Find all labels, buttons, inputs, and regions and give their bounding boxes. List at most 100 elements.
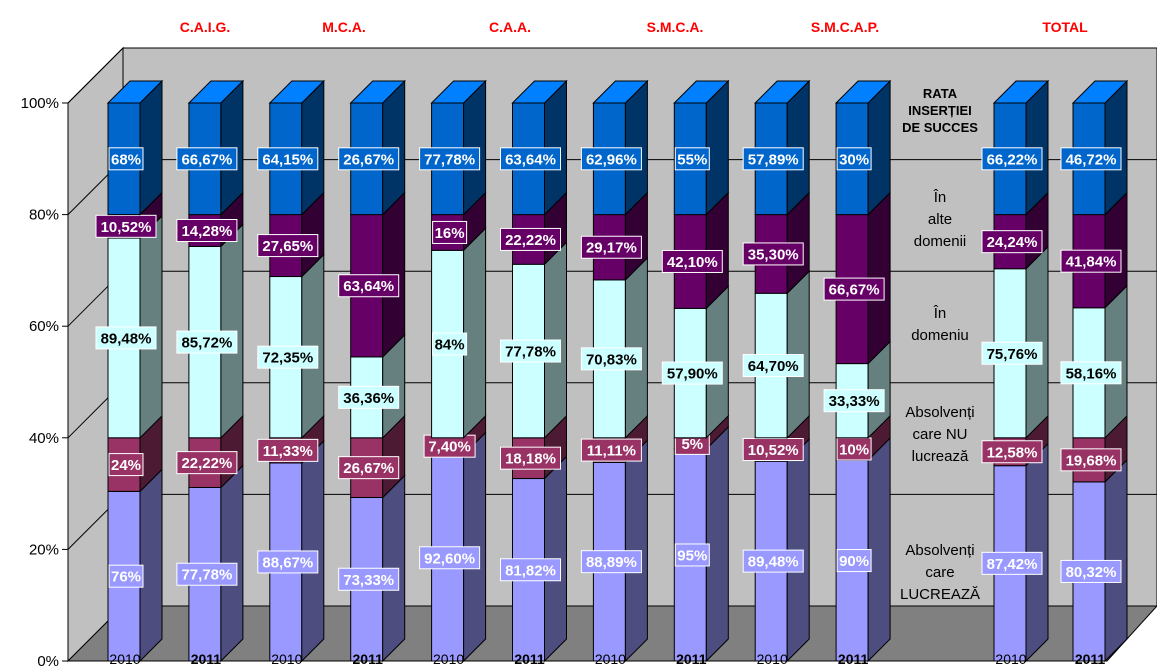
bar-segment: 66,67% bbox=[176, 79, 245, 216]
bar-segment: 36,36% bbox=[338, 333, 406, 440]
data-label: 64,15% bbox=[262, 151, 313, 168]
row-label: RATA bbox=[923, 86, 958, 101]
data-label-box bbox=[500, 147, 561, 171]
data-label-box bbox=[580, 550, 642, 574]
data-label-box bbox=[981, 440, 1043, 464]
bar-segment: 29,17% bbox=[580, 191, 648, 282]
data-label: 24,24% bbox=[987, 234, 1038, 251]
data-label-box bbox=[1060, 147, 1122, 171]
data-label-box bbox=[836, 549, 872, 573]
data-label: 58,16% bbox=[1066, 365, 1117, 382]
row-label: domenii bbox=[914, 233, 967, 250]
bar-segment: 77,78% bbox=[176, 464, 244, 663]
data-label: 14,28% bbox=[181, 223, 232, 240]
bar-segment: 35,30% bbox=[742, 191, 810, 295]
bar-segment: 80,32% bbox=[1060, 458, 1128, 663]
group-title: S.M.C.A. bbox=[647, 19, 704, 35]
data-label-box bbox=[338, 456, 400, 480]
data-label-box bbox=[257, 147, 319, 171]
gridline bbox=[67, 47, 1157, 104]
data-label-box bbox=[338, 274, 400, 298]
data-label: 29,17% bbox=[586, 240, 637, 257]
bar-segment: 66,67% bbox=[823, 191, 891, 365]
data-label: 68% bbox=[111, 151, 141, 168]
data-label-box bbox=[108, 453, 144, 477]
bar-segment: 70,83% bbox=[580, 256, 648, 440]
row-label: LUCREAZĂ bbox=[900, 586, 980, 603]
bar-segment: 72,35% bbox=[257, 253, 325, 440]
bar-segment: 24,24% bbox=[981, 191, 1049, 270]
data-label: 62,96% bbox=[586, 151, 637, 168]
bar-segment: 11,33% bbox=[257, 414, 325, 465]
y-tick-label: 0% bbox=[37, 653, 59, 668]
data-label-box bbox=[432, 332, 468, 356]
data-label-box bbox=[1060, 361, 1122, 385]
data-label: 55% bbox=[677, 151, 707, 168]
data-label-box bbox=[338, 147, 400, 171]
data-label-box bbox=[823, 277, 885, 301]
data-label: 24% bbox=[111, 457, 141, 474]
bar-segment: 55% bbox=[673, 79, 730, 216]
data-label: 46,72% bbox=[1066, 151, 1117, 168]
row-label: În bbox=[933, 305, 947, 322]
bar-top bbox=[834, 80, 892, 104]
group-titles: C.A.I.G. M.C.A. C.A.A. S.M.C.A. S.M.C.A.P. TO… bbox=[180, 19, 1088, 35]
y-tick-label: 20% bbox=[29, 541, 59, 558]
bar-segment: 22,22% bbox=[176, 414, 244, 489]
bar-segment: 92,60% bbox=[419, 431, 487, 663]
data-label: 87,42% bbox=[987, 556, 1038, 573]
data-label-box bbox=[257, 438, 319, 462]
bar-segment: 75,76% bbox=[981, 245, 1049, 440]
data-label-box bbox=[742, 438, 804, 462]
data-label-box bbox=[580, 438, 642, 462]
group-title: M.C.A. bbox=[322, 19, 366, 35]
data-label: 77,78% bbox=[424, 151, 475, 168]
bar-segment: 16% bbox=[431, 191, 487, 252]
data-label-box bbox=[1060, 559, 1122, 583]
row-label: care bbox=[925, 564, 954, 581]
data-label: 7,40% bbox=[428, 439, 471, 456]
data-label-box bbox=[674, 543, 710, 567]
data-label-box bbox=[176, 147, 238, 171]
data-label: 72,35% bbox=[262, 350, 313, 367]
data-label: 22,22% bbox=[181, 455, 232, 472]
bar-top bbox=[430, 80, 487, 104]
data-label: 10% bbox=[839, 441, 869, 458]
row-label: În bbox=[933, 189, 947, 206]
data-label: 84% bbox=[435, 337, 465, 354]
data-label: 90% bbox=[839, 553, 869, 570]
group-title: C.A.I.G. bbox=[180, 19, 231, 35]
y-tick-label: 80% bbox=[29, 207, 59, 224]
bar-segment: 90% bbox=[835, 436, 891, 663]
bar-segment: 84% bbox=[431, 227, 487, 440]
bar-segment: 46,72% bbox=[1060, 79, 1129, 216]
data-label-box bbox=[257, 234, 319, 258]
data-label-box bbox=[742, 242, 804, 266]
bar-segment: 64,70% bbox=[742, 270, 810, 440]
x-tick-label: 2010 bbox=[757, 651, 788, 667]
data-label: 10,52% bbox=[101, 219, 152, 236]
data-label-box bbox=[742, 354, 804, 378]
data-label: 81,82% bbox=[505, 562, 556, 579]
data-label-box bbox=[257, 550, 319, 574]
bar-top bbox=[187, 80, 245, 104]
data-label: 10,52% bbox=[748, 442, 799, 459]
data-label: 16% bbox=[435, 225, 465, 242]
data-label-box bbox=[419, 147, 481, 171]
data-label: 88,67% bbox=[262, 554, 313, 571]
data-label: 66,67% bbox=[181, 151, 232, 168]
y-tick-label: 100% bbox=[21, 95, 59, 112]
data-label-box bbox=[981, 147, 1043, 171]
data-label-box bbox=[108, 564, 144, 588]
data-label: 33,33% bbox=[829, 393, 880, 410]
bar-segment: 63,64% bbox=[500, 79, 568, 216]
row-label: DE SUCCES bbox=[902, 120, 978, 135]
data-label: 73,33% bbox=[343, 572, 394, 589]
data-label-box bbox=[823, 389, 885, 413]
data-label: 95% bbox=[677, 547, 707, 564]
data-label: 88,89% bbox=[586, 554, 637, 571]
x-tick-label: 2011 bbox=[514, 651, 545, 667]
bar-segment: 22,22% bbox=[500, 191, 567, 266]
x-tick-label: 2010 bbox=[109, 651, 140, 667]
